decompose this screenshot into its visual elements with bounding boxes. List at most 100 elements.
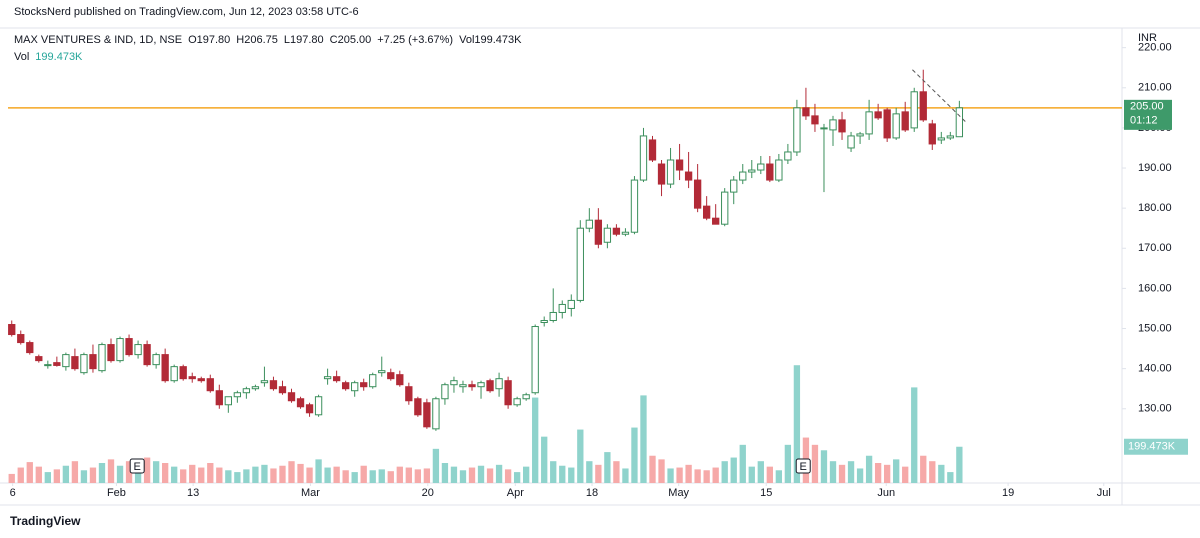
candle-body (107, 344, 115, 362)
volume-bar (586, 461, 593, 483)
volume-bar (622, 468, 629, 483)
candle-body (513, 398, 521, 406)
ohlc-item: L197.80 (283, 34, 324, 46)
candle-body (693, 179, 702, 209)
candle-body (62, 354, 70, 368)
volume-bar (757, 461, 764, 483)
volume-bar (71, 461, 79, 483)
candle-body (820, 127, 828, 130)
volume-bar (838, 464, 846, 483)
volume-bar (911, 387, 918, 483)
ohlc-item: +7.25 (+3.67%) (377, 34, 454, 46)
volume-bar (929, 461, 936, 483)
candle-body (919, 91, 927, 121)
candle-body (53, 362, 61, 366)
x-tick-label: 18 (586, 487, 598, 499)
volume-bar (865, 455, 873, 483)
volume-bar (522, 466, 530, 483)
candle-body (594, 219, 603, 245)
candle-body (414, 398, 422, 416)
candle-body (928, 123, 936, 145)
candle-body (946, 135, 954, 139)
volume-bar (541, 436, 548, 483)
candle-body (432, 398, 440, 430)
volume-bar (378, 469, 385, 483)
candle-body (666, 159, 675, 185)
volume-bar (225, 470, 232, 483)
volume-bar (107, 459, 115, 483)
volume-bar (161, 463, 169, 483)
candle-body (441, 384, 449, 400)
candle-body (540, 319, 548, 324)
volume-bar (414, 469, 422, 483)
candle-body (116, 338, 124, 362)
y-tick-label: 140.00 (1138, 363, 1172, 375)
candle-body (739, 171, 747, 181)
event-label: E (134, 461, 141, 473)
price-box (1124, 99, 1172, 130)
volume-bar (423, 468, 431, 483)
candle-body (775, 159, 783, 181)
brand: TradingView (10, 514, 81, 528)
candle-body (648, 139, 657, 161)
candle-body (260, 380, 269, 384)
volume-bar (532, 397, 539, 483)
volume-bar (189, 464, 196, 483)
candle-body (332, 376, 341, 382)
volume-bar (712, 467, 719, 483)
candle-body (35, 356, 43, 362)
candle-body (44, 364, 52, 367)
ohlc-item: C205.00 (329, 34, 372, 46)
volume-box (1124, 438, 1188, 455)
volume-bar (721, 461, 728, 483)
candle-body (811, 115, 819, 125)
volume-bar (568, 467, 575, 483)
candle-body (242, 388, 251, 394)
volume-bar (956, 446, 963, 483)
x-tick-label: 19 (1002, 487, 1014, 499)
y-tick-label: 190.00 (1138, 162, 1172, 174)
candle-body (784, 151, 792, 161)
candle-body (874, 111, 882, 119)
candle-body (630, 179, 639, 233)
candle-body (206, 378, 214, 392)
vol-value: 199.473K (35, 51, 83, 63)
candle-body (910, 91, 918, 129)
candle-body (883, 109, 891, 139)
candle-body (504, 380, 512, 406)
y-tick-label: 220.00 (1138, 42, 1172, 54)
candle-body (287, 392, 296, 402)
candle-body (450, 380, 458, 386)
candle-body (585, 219, 593, 229)
y-tick-label: 200.00 (1138, 122, 1172, 134)
volume-bar (486, 468, 494, 483)
y-tick-label: 180.00 (1138, 202, 1172, 214)
candle-body (405, 386, 413, 402)
volume-bar (748, 466, 755, 483)
volume-bar (938, 464, 945, 483)
volume-bar (649, 455, 656, 483)
volume-bar (802, 437, 810, 483)
volume-bar (468, 467, 476, 483)
volume-bar (775, 470, 783, 483)
ohlc-item: H206.75 (236, 34, 278, 46)
candle-body (396, 374, 404, 386)
candle-body (179, 366, 187, 380)
volume-bar (405, 467, 412, 483)
volume-bar (947, 472, 954, 483)
candle-body (423, 402, 431, 428)
ohlc-item: O197.80 (188, 34, 231, 46)
candle-body (730, 179, 738, 193)
volume-bar (811, 444, 819, 483)
candle-body (269, 380, 278, 390)
candle-body (170, 366, 178, 382)
candle-body (71, 356, 79, 370)
publisher: StocksNerd published on TradingView.com,… (14, 6, 359, 18)
volume-bar (450, 466, 458, 483)
volume-bar (766, 466, 773, 483)
candle-body (748, 169, 756, 173)
candle-body (143, 344, 151, 366)
volume-bar (342, 470, 349, 483)
